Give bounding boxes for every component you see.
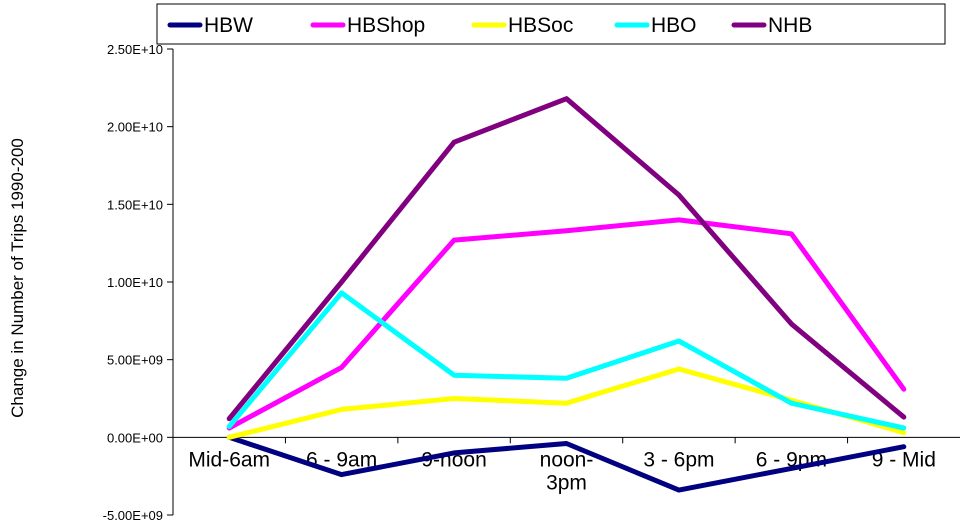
- legend-label: HBW: [204, 14, 253, 37]
- y-axis-label: Change in Number of Trips 1990-200: [8, 138, 27, 418]
- legend: HBW HBShop HBSoc HBO NHB: [156, 3, 946, 45]
- series-line-hbw: [226, 434, 907, 493]
- series-line-nhb: [226, 96, 907, 422]
- series-line-hbshop: [226, 217, 907, 431]
- legend-label: HBShop: [347, 14, 425, 37]
- legend-label: HBSoc: [508, 14, 573, 37]
- x-category-label: noon-3pm: [540, 448, 594, 494]
- legend-label: HBO: [651, 14, 697, 37]
- x-category-label: Mid-6am: [188, 448, 270, 471]
- series-line-hbsoc: [226, 366, 907, 440]
- y-tick-label: 1.00E+10: [107, 275, 163, 290]
- y-tick-label: 1.50E+10: [107, 197, 163, 212]
- series-lines: [226, 96, 907, 493]
- y-tick-label: 5.00E+09: [107, 353, 163, 368]
- legend-box: [156, 3, 946, 45]
- y-tick-label: 0.00E+00: [107, 430, 163, 445]
- x-category-label: 9 - Mid: [872, 448, 936, 471]
- y-tick-label: 2.00E+10: [107, 120, 163, 135]
- x-category-label: 3 - 6pm: [643, 448, 714, 471]
- legend-label: NHB: [768, 14, 812, 37]
- y-tick-label: 2.50E+10: [107, 42, 163, 57]
- series-line-hbo: [226, 290, 907, 431]
- y-tick-label: -5.00E+09: [103, 508, 163, 523]
- x-category-label: 6 - 9am: [306, 448, 377, 471]
